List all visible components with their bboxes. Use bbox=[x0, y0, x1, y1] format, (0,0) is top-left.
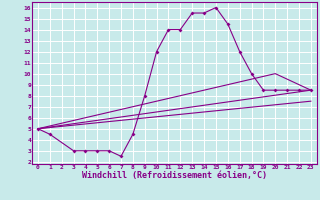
X-axis label: Windchill (Refroidissement éolien,°C): Windchill (Refroidissement éolien,°C) bbox=[82, 171, 267, 180]
